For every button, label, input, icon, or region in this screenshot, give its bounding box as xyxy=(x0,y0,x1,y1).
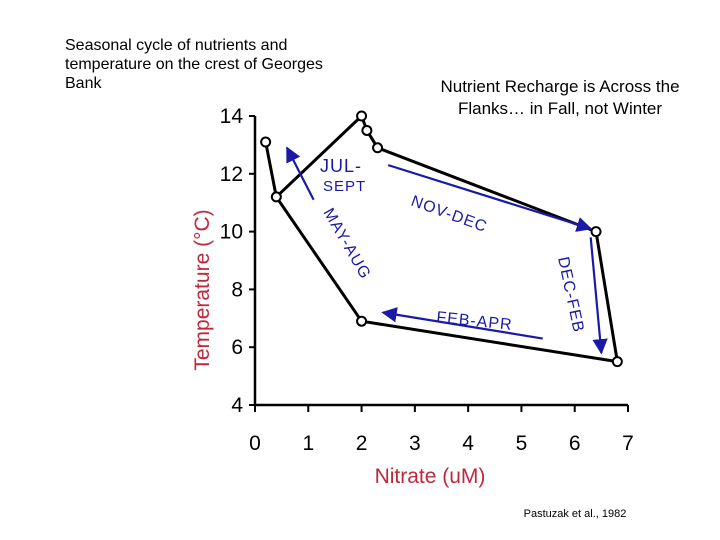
x-tick-label: 2 xyxy=(356,432,368,455)
season-label-nov-dec: NOV-DEC xyxy=(409,193,490,236)
y-tick-label: 6 xyxy=(231,336,243,359)
data-point xyxy=(270,191,282,203)
season-arrow xyxy=(589,237,608,355)
season-arrow xyxy=(381,307,543,340)
x-tick-label: 3 xyxy=(409,432,421,455)
x-tick-label: 1 xyxy=(302,432,314,455)
x-axis-ticks: 0 1 2 3 4 5 6 7 xyxy=(249,405,634,455)
y-tick-label: 8 xyxy=(231,278,243,301)
data-point xyxy=(260,136,272,148)
y-tick-label: 10 xyxy=(220,221,243,244)
data-point xyxy=(361,124,373,136)
x-axis-label: Nitrate (uM) xyxy=(375,465,486,488)
chart-title: Seasonal cycle of nutrients and temperat… xyxy=(65,37,323,92)
season-label-feb-apr: FEB-APR xyxy=(436,309,514,334)
x-tick-label: 5 xyxy=(516,432,528,455)
y-tick-label: 14 xyxy=(220,105,244,128)
season-arrows xyxy=(285,146,608,355)
data-point xyxy=(590,226,602,238)
x-tick-label: 6 xyxy=(569,432,581,455)
y-axis-label: Temperature (°C) xyxy=(191,209,214,370)
data-point xyxy=(611,356,623,368)
y-tick-label: 4 xyxy=(231,394,243,417)
series-layer xyxy=(260,110,623,368)
y-tick-label: 12 xyxy=(220,163,243,186)
x-tick-label: 0 xyxy=(249,432,261,455)
season-arrow xyxy=(387,164,593,232)
data-point xyxy=(356,110,368,122)
season-arrow xyxy=(285,146,315,201)
x-tick-label: 4 xyxy=(462,432,474,455)
data-point xyxy=(356,315,368,327)
x-tick-label: 7 xyxy=(622,432,634,455)
y-axis-ticks: 4 6 8 10 12 14 xyxy=(220,105,255,417)
data-point xyxy=(372,142,384,154)
chart-annotation-recharge: Nutrient Recharge is Across the Flanks… … xyxy=(440,77,680,118)
season-label-dec-feb: DEC-FEB xyxy=(554,255,587,334)
season-label-jul: JUL- xyxy=(320,156,362,176)
season-label-sept: SEPT xyxy=(323,178,366,195)
source-credit: Pastuzak et al., 1982 xyxy=(523,508,627,520)
